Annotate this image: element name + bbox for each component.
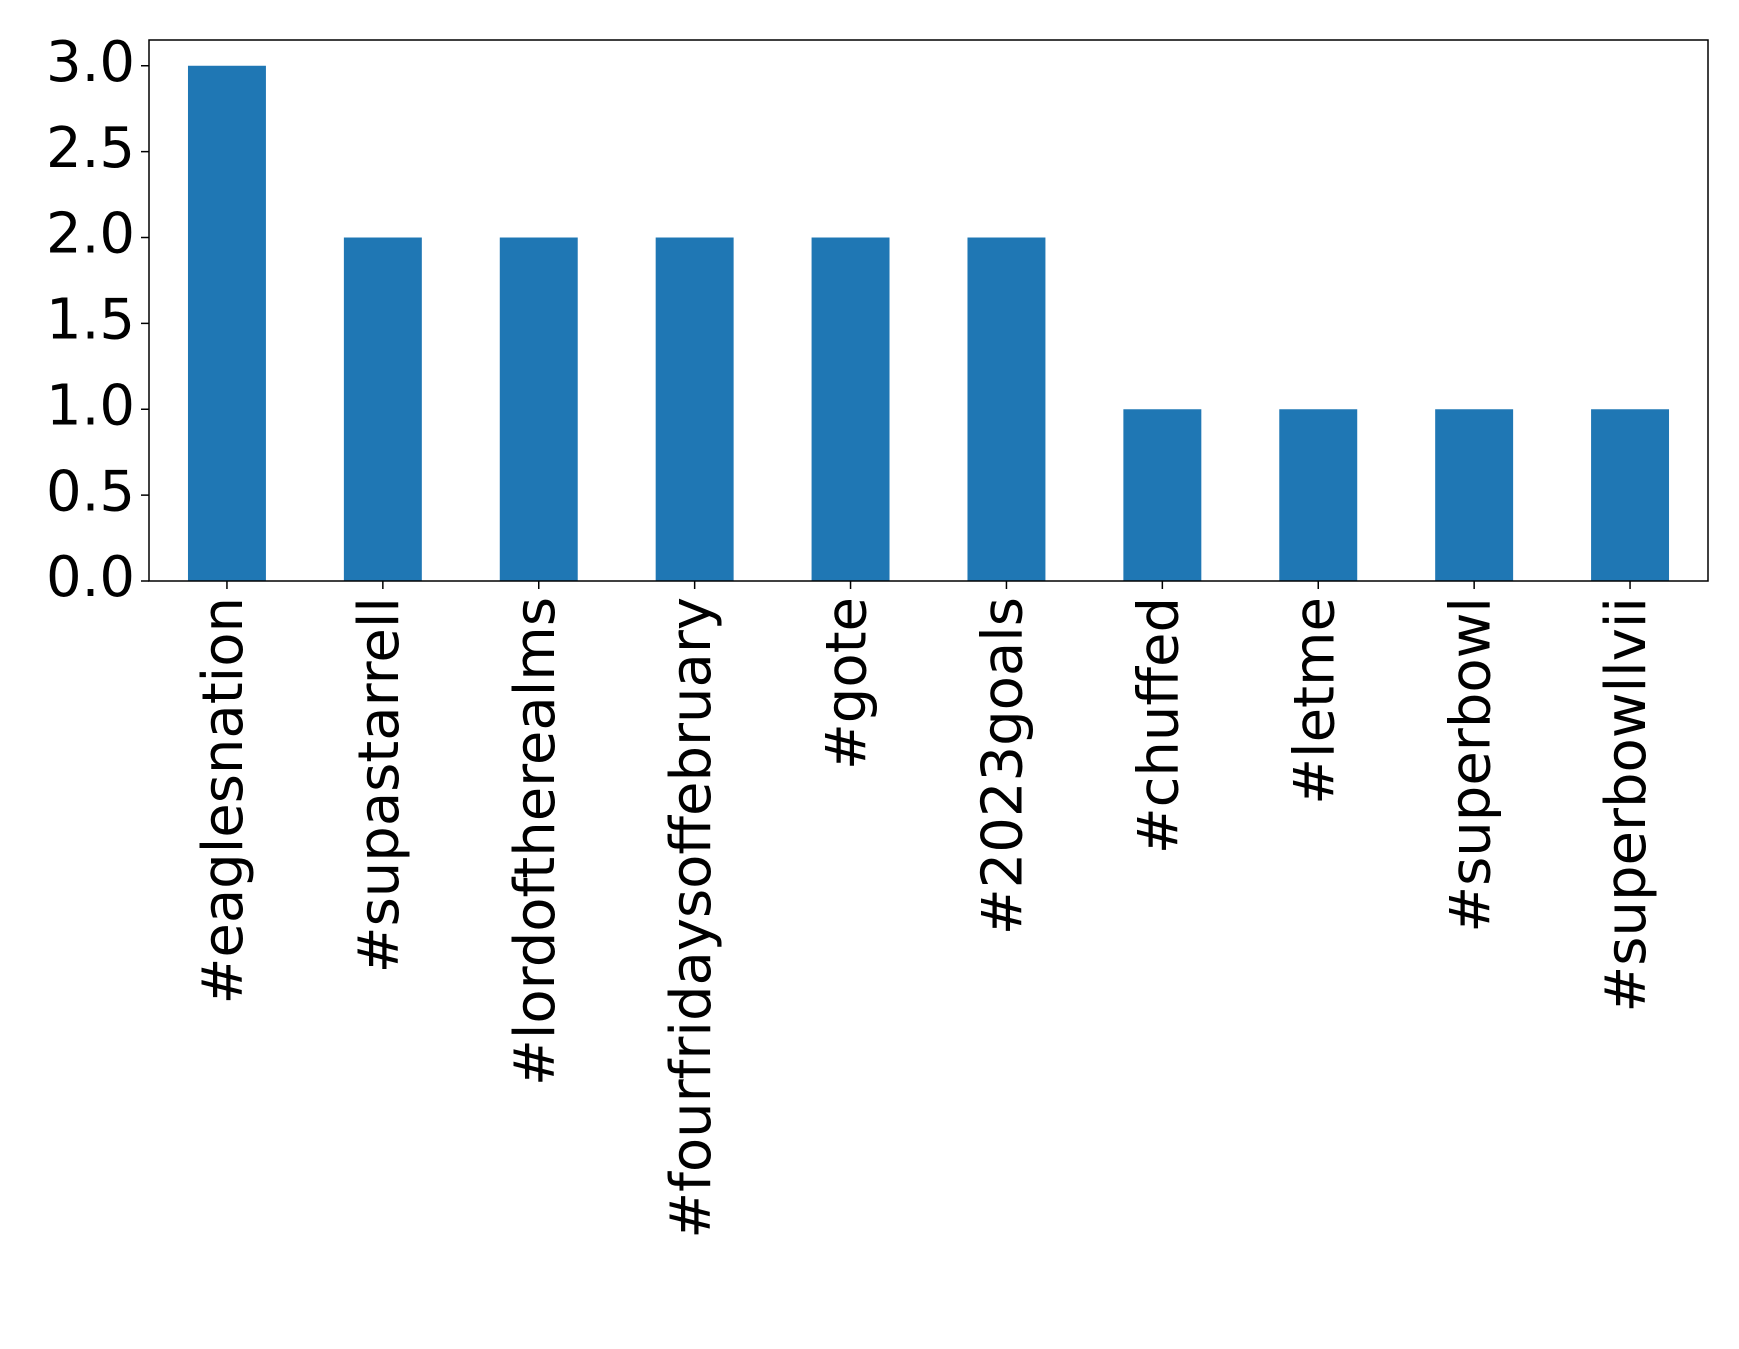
x-tick-label: #gote (815, 597, 880, 770)
x-tick-label: #chuffed (1126, 597, 1191, 854)
y-tick-label: 1.5 (46, 288, 135, 353)
x-tick-label: #superbowllvii (1594, 597, 1659, 1013)
plot-frame (148, 39, 1709, 582)
bar (1435, 409, 1514, 581)
bar (1279, 409, 1358, 581)
y-tick-label: 1.0 (46, 373, 135, 438)
bar (1591, 409, 1670, 581)
x-tick-label: #2023goals (971, 597, 1036, 935)
bar (187, 65, 266, 581)
bar (1123, 409, 1202, 581)
x-tick-label: #letme (1282, 597, 1347, 805)
y-tick-label: 0.0 (46, 545, 135, 610)
bar (811, 237, 890, 581)
y-tick-label: 3.0 (46, 30, 135, 95)
bar (343, 237, 422, 581)
y-tick-label: 0.5 (46, 459, 135, 524)
bar (967, 237, 1046, 581)
x-tick-label: #lordoftherealms (503, 597, 568, 1086)
bar (655, 237, 734, 581)
x-tick-label: #eaglesnation (191, 597, 256, 1005)
bar (499, 237, 578, 581)
y-tick-label: 2.0 (46, 202, 135, 267)
x-tick-label: #fourfridaysoffebruary (659, 597, 724, 1239)
x-tick-label: #superbowl (1438, 597, 1503, 933)
y-tick-label: 2.5 (46, 116, 135, 181)
x-tick-label: #supastarrell (347, 597, 412, 973)
